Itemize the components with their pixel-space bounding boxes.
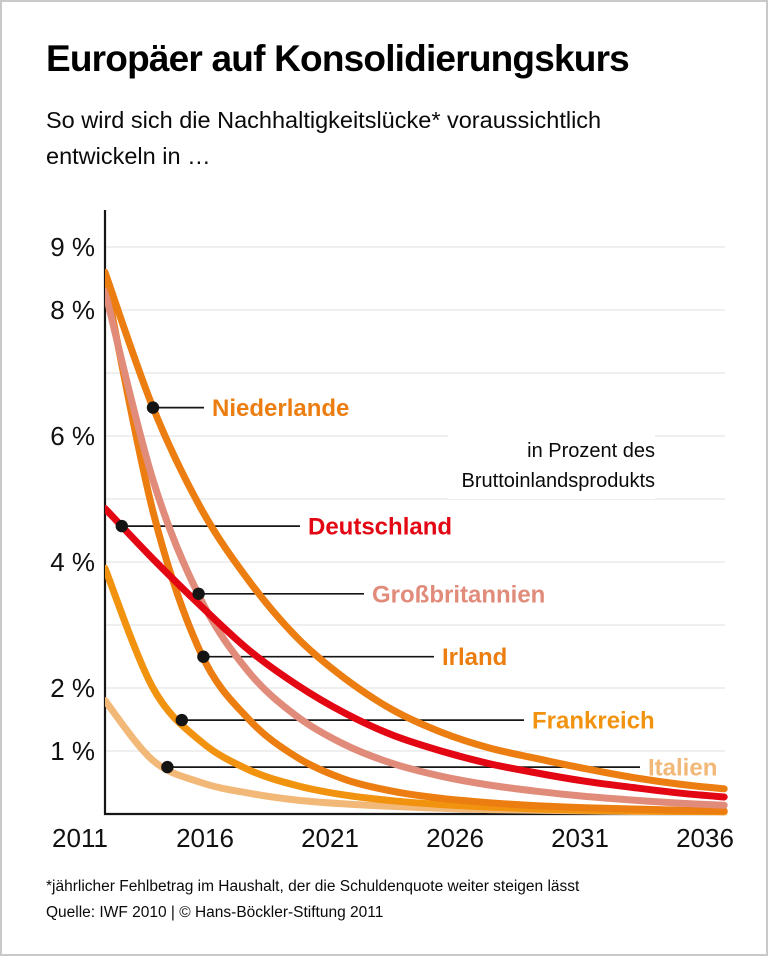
marker-dot-italien — [161, 760, 174, 774]
subtitle: So wird sich die Nachhaltigkeitslücke* v… — [46, 102, 601, 174]
y-tick-2: 2 % — [50, 673, 95, 703]
x-tick-2021: 2021 — [301, 823, 359, 853]
y-tick-9: 9 % — [50, 232, 95, 262]
series-group — [105, 268, 728, 816]
series-label-irland: Irland — [442, 644, 507, 671]
y-tick-6: 6 % — [50, 421, 95, 451]
x-tick-2026: 2026 — [426, 823, 484, 853]
unit-note: in Prozent des Bruttoinlandsprodukts — [447, 434, 655, 499]
page-title: Europäer auf Konsolidierungskurs — [46, 38, 630, 79]
series-line-deutschland — [105, 505, 728, 801]
footnote: *jährlicher Fehlbetrag im Haushalt, der … — [46, 878, 580, 895]
footer: *jährlicher Fehlbetrag im Haushalt, der … — [46, 874, 579, 926]
series-line-grobritannien — [105, 287, 728, 809]
x-tick-2011: 2011 — [52, 823, 108, 853]
unit-note-line-1: in Prozent des — [527, 440, 655, 462]
x-tick-2036: 2036 — [676, 823, 734, 853]
series-label-grobritannien: Großbritannien — [372, 581, 545, 608]
subtitle-line-2: entwickeln in … — [46, 143, 211, 169]
marker-dot-deutschland — [115, 519, 128, 533]
marker-dot-grobritannien — [192, 587, 205, 600]
y-tick-8: 8 % — [50, 295, 95, 325]
series-label-niederlande: Niederlande — [212, 395, 349, 422]
unit-note-line-2: Bruttoinlandsprodukts — [461, 470, 655, 492]
axes — [103, 210, 725, 816]
y-tick-1: 1 % — [50, 736, 95, 766]
marker-dot-frankreich — [175, 713, 188, 727]
x-tick-2016: 2016 — [176, 823, 234, 853]
chart-area: 9 % 8 % 6 % 4 % 2 % 1 % 2011 2016 2021 2026 2031 20… — [2, 202, 766, 862]
chart-svg: 9 % 8 % 6 % 4 % 2 % 1 % 2011 2016 2021 2026 2031 20… — [50, 210, 734, 853]
marker-dot-irland — [197, 650, 210, 663]
x-tick-2031: 2031 — [551, 823, 609, 853]
series-label-italien: Italien — [648, 755, 717, 782]
subtitle-line-1: So wird sich die Nachhaltigkeitslücke* v… — [46, 107, 602, 133]
y-tick-4: 4 % — [50, 547, 95, 577]
marker-dot-niederlande — [146, 401, 160, 414]
series-line-niederlande — [105, 268, 728, 793]
series-label-frankreich: Frankreich — [532, 708, 655, 735]
series-label-deutschland: Deutschland — [308, 514, 452, 541]
source: Quelle: IWF 2010 | © Hans-Böckler-Stiftu… — [46, 904, 384, 921]
